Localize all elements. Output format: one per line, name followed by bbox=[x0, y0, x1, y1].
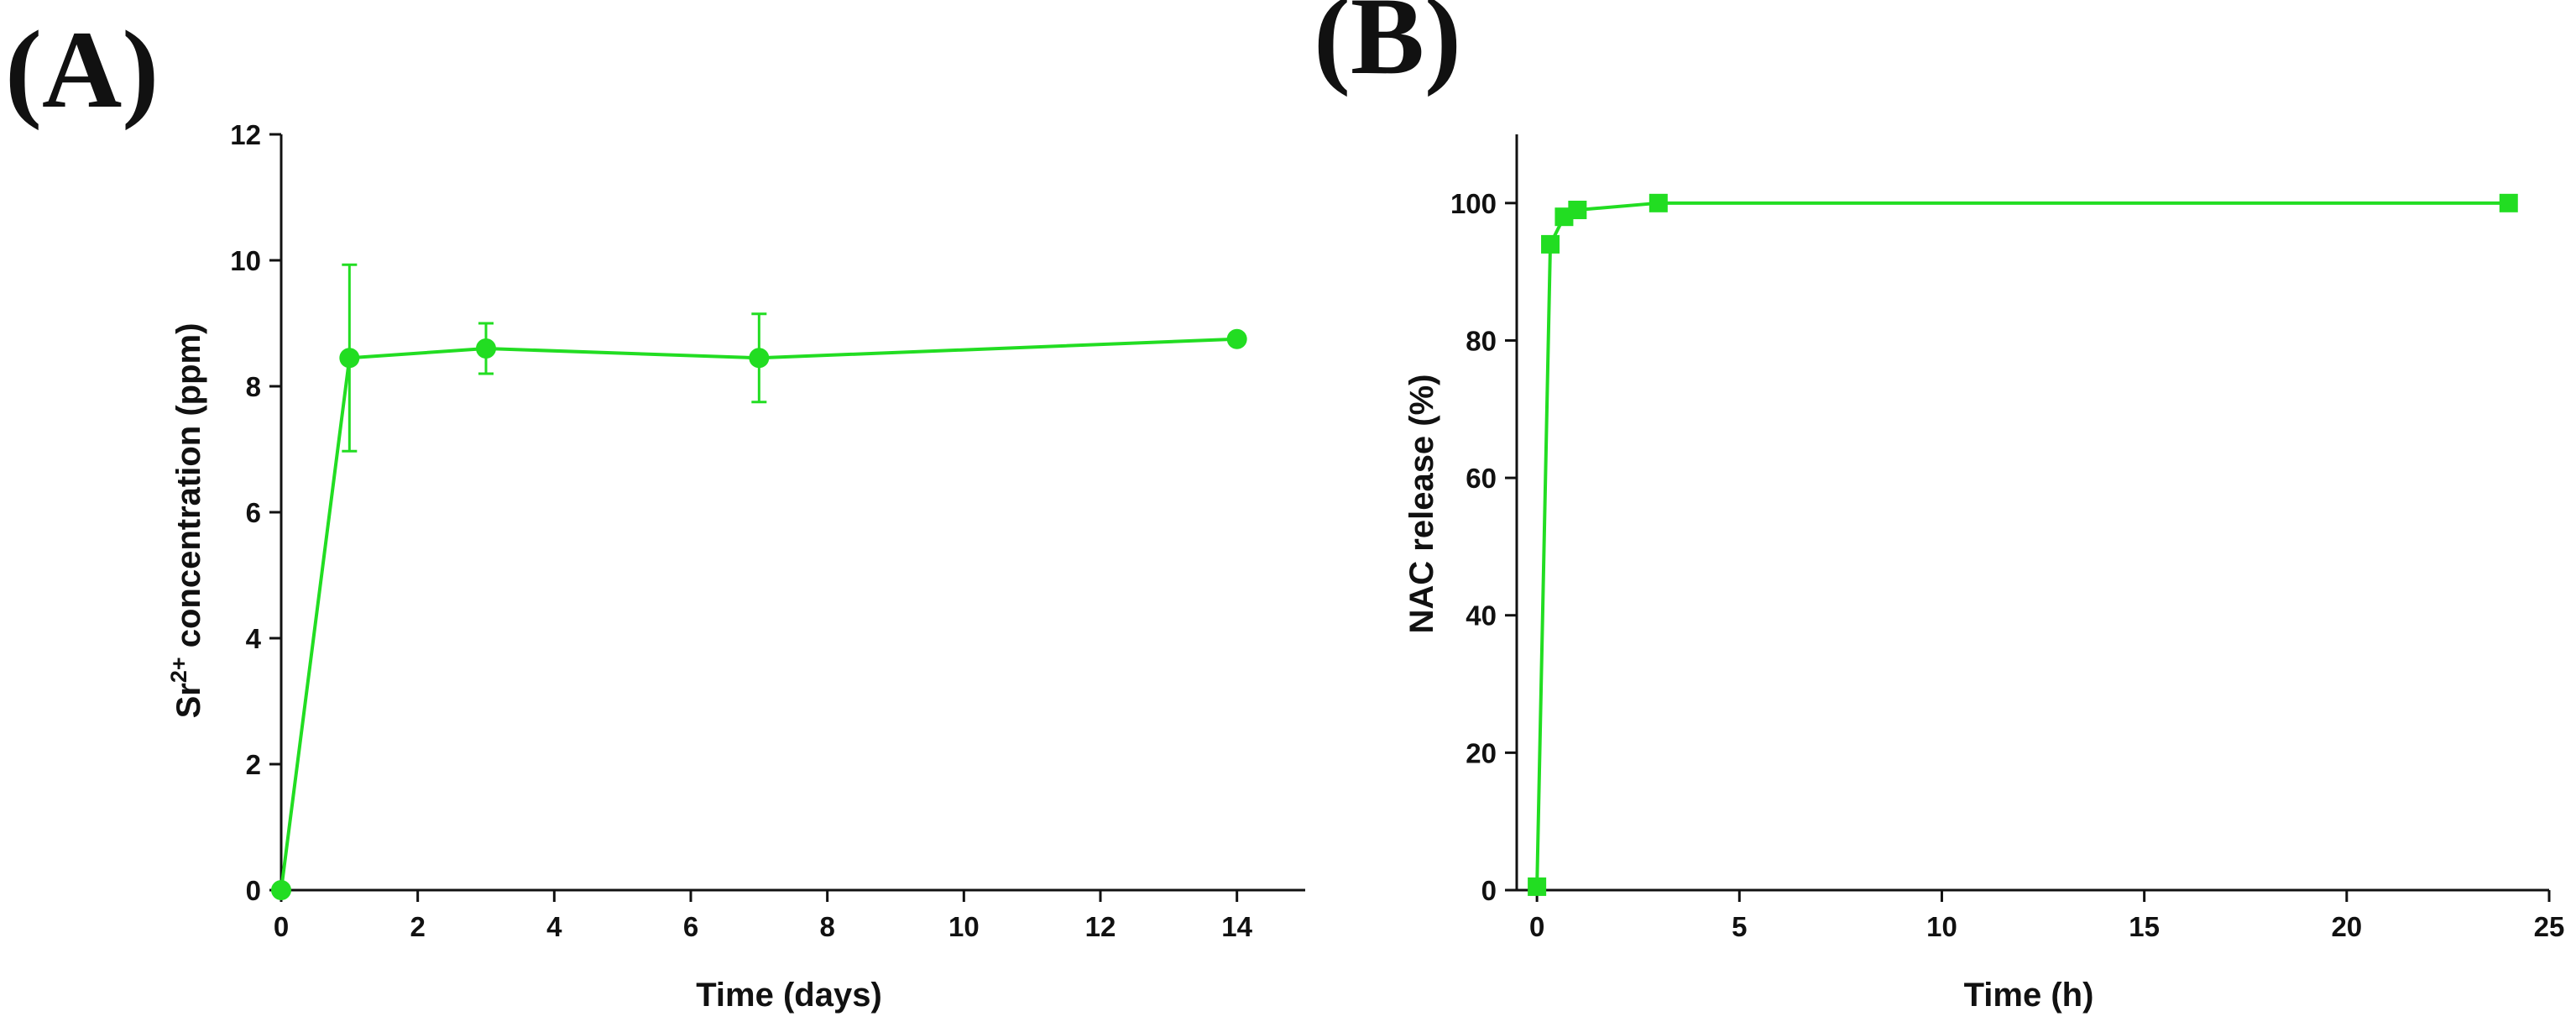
x-tick-label-b: 20 bbox=[2331, 911, 2362, 942]
data-point-a bbox=[749, 348, 770, 369]
y-axis-label-b: NAC release (%) bbox=[1403, 374, 1440, 633]
x-tick-label-a: 0 bbox=[274, 911, 289, 942]
y-tick-label-b: 60 bbox=[1466, 463, 1497, 494]
x-tick-label-b: 25 bbox=[2534, 911, 2565, 942]
x-tick-label-b: 15 bbox=[2129, 911, 2160, 942]
data-point-b bbox=[1541, 234, 1560, 254]
y-tick-label-a: 12 bbox=[230, 119, 261, 150]
series-line-b bbox=[1535, 201, 2509, 887]
y-tick-label-a: 8 bbox=[246, 371, 261, 402]
chart-panel-a: (A) Time (days) Sr2+ concentration (ppm)… bbox=[5, 8, 1305, 1014]
x-tick-label-a: 14 bbox=[1221, 911, 1252, 942]
x-tick-label-a: 8 bbox=[819, 911, 834, 942]
y-axis-label-a-rest: concentration (ppm) bbox=[170, 323, 207, 658]
x-tick-label-a: 12 bbox=[1085, 911, 1116, 942]
x-tick-label-a: 6 bbox=[683, 911, 698, 942]
data-point-a bbox=[1226, 328, 1247, 349]
panel-label-a: (A) bbox=[5, 8, 159, 131]
series-line-a bbox=[280, 337, 1237, 891]
y-axis-label-a-main: Sr bbox=[170, 683, 207, 718]
x-tick-label-a: 10 bbox=[948, 911, 980, 942]
y-tick-label-b: 80 bbox=[1466, 325, 1497, 356]
x-tick-label-b: 0 bbox=[1529, 911, 1544, 942]
data-point-b bbox=[1528, 877, 1547, 896]
x-tick-label-b: 10 bbox=[1926, 911, 1957, 942]
x-axis-label-b: Time (h) bbox=[1964, 977, 2094, 1014]
data-point-b bbox=[1649, 193, 1668, 212]
y-axis-label-a: Sr2+ concentration (ppm) bbox=[166, 323, 207, 719]
panel-label-b: (B) bbox=[1314, 0, 1461, 97]
y-tick-label-a: 0 bbox=[246, 875, 261, 906]
y-tick-label-a: 4 bbox=[246, 623, 262, 654]
y-tick-label-b: 100 bbox=[1450, 188, 1497, 219]
y-tick-label-a: 10 bbox=[230, 245, 261, 276]
y-tick-label-b: 20 bbox=[1466, 737, 1497, 768]
x-tick-label-b: 5 bbox=[1732, 911, 1747, 942]
data-point-a bbox=[271, 880, 291, 900]
y-axis-label-a-sup: 2+ bbox=[166, 657, 191, 683]
x-tick-label-a: 2 bbox=[410, 911, 425, 942]
axes-b bbox=[1515, 134, 2549, 892]
y-tick-label-a: 2 bbox=[246, 749, 261, 780]
y-tick-label-b: 40 bbox=[1466, 600, 1497, 631]
data-point-b bbox=[1568, 201, 1587, 219]
data-point-a bbox=[339, 348, 360, 369]
y-tick-label-b: 0 bbox=[1481, 875, 1497, 906]
chart-panel-b: (B) Time (h) NAC release (%) 0 5 10 15 20 25 0… bbox=[1314, 0, 2564, 1014]
x-axis-label-a: Time (days) bbox=[696, 977, 882, 1014]
axes-a bbox=[280, 134, 1305, 892]
x-tick-label-a: 4 bbox=[546, 911, 562, 942]
data-point-b bbox=[2499, 193, 2518, 212]
y-tick-label-a: 6 bbox=[246, 497, 261, 528]
data-point-a bbox=[476, 338, 496, 359]
